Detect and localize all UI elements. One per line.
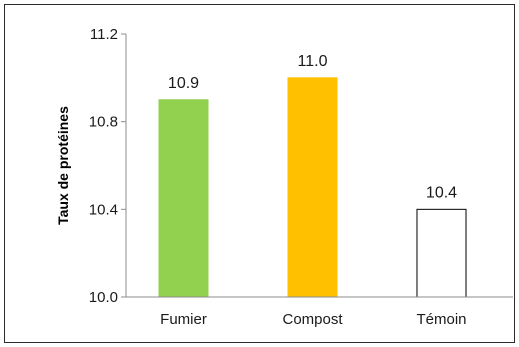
chart-frame: 10.0 10.4 10.8 11.2 10.9 11.0 10.4 Fumier Comp… [4, 4, 515, 343]
bar-chart: 10.0 10.4 10.8 11.2 10.9 11.0 10.4 Fumier Comp… [55, 26, 513, 328]
y-axis-ticks: 10.0 10.4 10.8 11.2 [89, 26, 126, 306]
data-label: 10.9 [168, 75, 199, 92]
category-label: Fumier [160, 311, 207, 328]
bar-fumier [158, 99, 209, 298]
y-tick-label: 10.0 [89, 289, 118, 306]
category-label: Témoin [416, 311, 466, 328]
data-label: 10.4 [426, 184, 457, 201]
bars [158, 77, 467, 298]
bar-compost [287, 77, 338, 298]
bar-temoin [416, 208, 467, 298]
data-label: 11.0 [298, 53, 328, 70]
y-tick-label: 10.8 [89, 114, 118, 131]
y-axis-title: Taux de protéines [55, 106, 71, 225]
category-label: Compost [282, 311, 343, 328]
category-labels: Fumier Compost Témoin [160, 311, 466, 328]
y-tick-label: 10.4 [89, 201, 118, 218]
y-tick-label: 11.2 [90, 26, 118, 43]
data-labels: 10.9 11.0 10.4 [168, 53, 457, 201]
